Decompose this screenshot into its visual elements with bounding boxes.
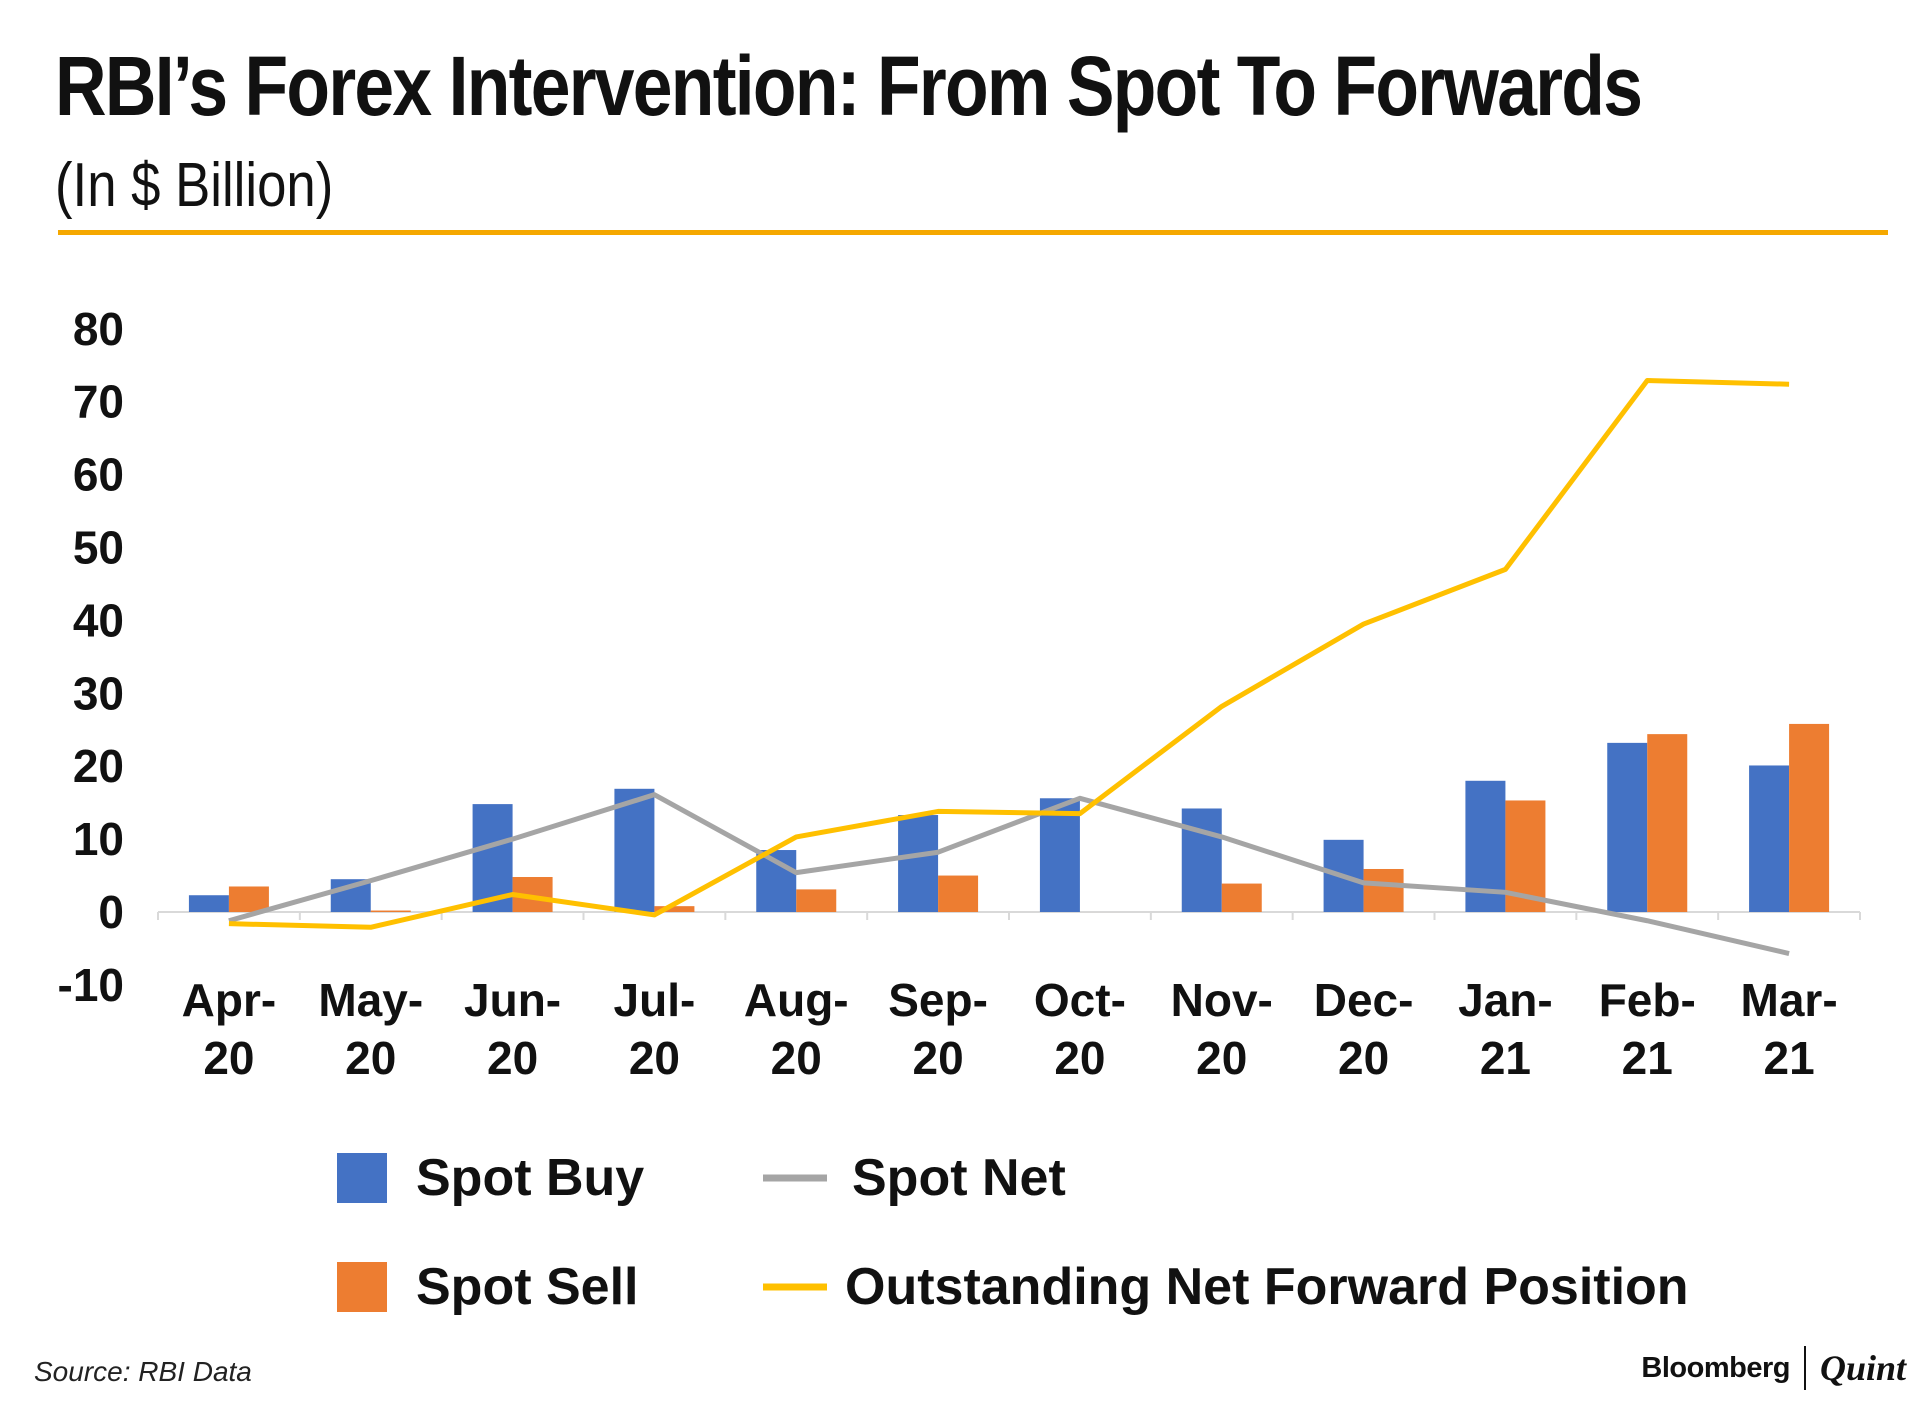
x-tick-label-line: 20 <box>912 1032 963 1084</box>
y-tick-label: -10 <box>58 959 124 1011</box>
y-tick-label: 30 <box>73 667 124 719</box>
y-tick-label: 20 <box>73 740 124 792</box>
x-tick-label-line: 20 <box>771 1032 822 1084</box>
x-tick-label-line: Feb- <box>1599 974 1696 1026</box>
bar-spot-sell-mar-21 <box>1789 723 1830 912</box>
chart-subtitle: (In $ Billion) <box>55 151 334 220</box>
y-tick-label: 40 <box>73 594 124 646</box>
y-tick-label: 80 <box>73 303 124 355</box>
title-divider <box>58 230 1888 235</box>
x-tick-label-line: Jun- <box>464 974 561 1026</box>
x-tick-label-line: 20 <box>487 1032 538 1084</box>
bar-spot-sell-may-20 <box>370 910 411 912</box>
line-outstanding-net-forward-position <box>228 378 1790 930</box>
brand-bloomberg-text: Bloomberg <box>1641 1351 1790 1384</box>
x-tick-label-line: Nov- <box>1171 974 1273 1026</box>
bar-spot-sell-feb-21 <box>1647 734 1688 912</box>
x-tick-label: Apr- 20 <box>182 974 277 1084</box>
bar-spot-sell-aug-20 <box>796 889 837 912</box>
x-tick-label-line: 20 <box>1054 1032 1105 1084</box>
x-tick-label-line: 20 <box>1338 1032 1389 1084</box>
brand-quint-text: Quint <box>1819 1348 1906 1388</box>
y-axis-ticks: 80 70 60 50 40 30 20 10 0 -10 <box>58 303 124 1011</box>
legend-label-forward-position: Outstanding Net Forward Position <box>845 1258 1689 1316</box>
x-tick-label: Nov- 20 <box>1171 974 1273 1084</box>
legend-label-spot-net: Spot Net <box>852 1149 1066 1207</box>
x-tick-label: Mar- 21 <box>1741 974 1838 1084</box>
x-axis-labels: Apr-20May-20Jun-20Jul-20Aug-20Sep-20Oct-… <box>182 974 1838 1084</box>
x-tick-label: Feb- 21 <box>1599 974 1696 1084</box>
legend-swatch-spot-sell <box>337 1262 387 1312</box>
bar-spot-sell-apr-20 <box>228 886 269 912</box>
legend-swatch-spot-buy <box>337 1153 387 1203</box>
x-tick-label-line: 20 <box>203 1032 254 1084</box>
x-tick-label-line: May- <box>318 974 423 1026</box>
x-tick-label: Jun- 20 <box>464 974 561 1084</box>
y-tick-label: 60 <box>73 449 124 501</box>
x-tick-label-line: 20 <box>1196 1032 1247 1084</box>
bar-spot-sell-sep-20 <box>938 875 979 912</box>
x-tick-label-line: 21 <box>1622 1032 1673 1084</box>
x-axis-tick-marks <box>157 912 1861 920</box>
bar-spot-buy-nov-20 <box>1181 808 1222 912</box>
y-tick-label: 10 <box>73 813 124 865</box>
legend-label-spot-buy: Spot Buy <box>416 1149 644 1207</box>
line-spot-net <box>228 792 1790 956</box>
chart-title: RBI’s Forex Intervention: From Spot To F… <box>55 39 1643 133</box>
x-tick-label-line: 20 <box>345 1032 396 1084</box>
series-lines <box>228 378 1790 956</box>
bar-spot-buy-mar-21 <box>1749 765 1790 912</box>
legend-label-spot-sell: Spot Sell <box>416 1258 638 1316</box>
x-tick-label-line: 21 <box>1763 1032 1814 1084</box>
bars <box>188 723 1830 913</box>
x-tick-label-line: Sep- <box>888 974 988 1026</box>
x-tick-label-line: Jan- <box>1458 974 1553 1026</box>
source-note: Source: RBI Data <box>34 1356 252 1387</box>
x-tick-label-line: 20 <box>629 1032 680 1084</box>
bar-spot-buy-oct-20 <box>1039 798 1080 912</box>
x-tick-label: Dec- 20 <box>1314 974 1414 1084</box>
x-tick-label: Jan- 21 <box>1458 974 1553 1084</box>
x-tick-label-line: Oct- <box>1034 974 1126 1026</box>
x-tick-label-line: Apr- <box>182 974 277 1026</box>
bar-spot-sell-dec-20 <box>1363 868 1404 912</box>
x-tick-label: Oct- 20 <box>1034 974 1126 1084</box>
y-tick-label: 70 <box>73 376 124 428</box>
bar-spot-buy-sep-20 <box>898 815 939 912</box>
x-tick-label-line: 21 <box>1480 1032 1531 1084</box>
x-tick-label-line: Mar- <box>1741 974 1838 1026</box>
bar-spot-buy-jul-20 <box>614 788 655 912</box>
legend: Spot Buy Spot Sell Spot Net Outstanding … <box>337 1149 1689 1316</box>
x-tick-label-line: Jul- <box>614 974 696 1026</box>
x-tick-label: May- 20 <box>318 974 423 1084</box>
x-tick-label: Jul- 20 <box>614 974 696 1084</box>
x-tick-label-line: Dec- <box>1314 974 1414 1026</box>
bar-spot-sell-nov-20 <box>1221 883 1262 912</box>
x-tick-label: Aug- 20 <box>744 974 849 1084</box>
bar-spot-sell-jul-20 <box>654 906 695 912</box>
brand-separator <box>1803 1346 1806 1390</box>
x-tick-label: Sep- 20 <box>888 974 988 1084</box>
y-tick-label: 0 <box>98 886 124 938</box>
x-tick-label-line: Aug- <box>744 974 849 1026</box>
y-tick-label: 50 <box>73 522 124 574</box>
brand-logo: Bloomberg Quint <box>1641 1346 1906 1390</box>
bar-spot-buy-feb-21 <box>1607 742 1648 912</box>
bar-spot-buy-apr-20 <box>188 895 229 912</box>
